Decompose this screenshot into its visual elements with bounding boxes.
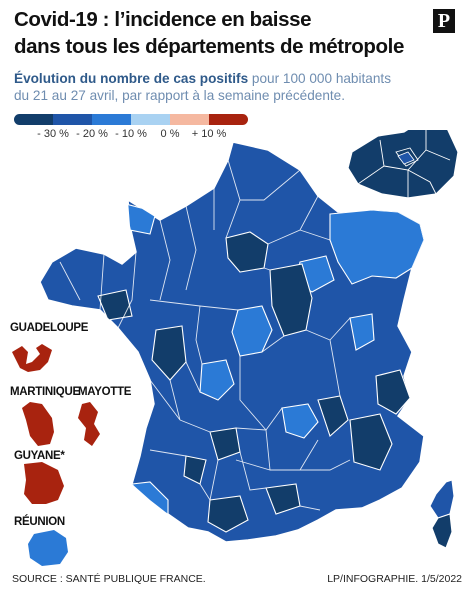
- guadeloupe-label: GUADELOUPE: [10, 322, 89, 334]
- mayotte-label: MAYOTTE: [78, 386, 132, 398]
- corsica: [429, 479, 455, 549]
- department-ariege-dark: [207, 495, 249, 533]
- guadeloupe: [12, 344, 52, 372]
- department-charente-light: [115, 419, 141, 451]
- department-borders: [59, 159, 351, 511]
- title-line-2: dans tous les départements de métropole: [14, 35, 404, 58]
- legend-bar: [14, 114, 248, 125]
- legend-swatch-3: [92, 114, 131, 125]
- legend-label-zero: 0 %: [160, 128, 180, 140]
- paris-department: [397, 151, 415, 165]
- legend-swatch-1: [14, 114, 53, 125]
- subtitle-line-2: du 21 au 27 avril, par rapport à la sema…: [14, 88, 345, 103]
- department-mayenne-dark: [97, 289, 133, 321]
- subtitle-bold: Évolution du nombre de cas positifs: [14, 71, 249, 86]
- department-alpes-dark: [349, 413, 393, 471]
- subtitle-rest: pour 100 000 habitants: [248, 71, 391, 86]
- source-note: SOURCE : SANTÉ PUBLIQUE FRANCE.: [12, 573, 206, 585]
- martinique: [22, 402, 54, 446]
- reunion-label: RÉUNION: [14, 516, 65, 528]
- legend-swatch-4: [131, 114, 170, 125]
- department-massif-light: [199, 359, 235, 401]
- france-outline: [39, 141, 425, 543]
- color-legend: - 30 % - 20 % - 10 % 0 % + 10 %: [14, 114, 248, 144]
- martinique-shape: [22, 402, 54, 446]
- ile-de-france-outline: [347, 130, 459, 199]
- legend-swatch-2: [53, 114, 92, 125]
- guadeloupe-shape: [12, 344, 52, 372]
- legend-swatch-6: [209, 114, 248, 125]
- corsica-south: [431, 513, 453, 549]
- department-doubs-light: [349, 313, 375, 351]
- mainland-france: [39, 141, 425, 543]
- legend-label-minus-20: - 20 %: [76, 128, 108, 140]
- ile-de-france-inset: [347, 130, 459, 199]
- le-parisien-logo: P: [433, 9, 455, 33]
- department-east-light: [329, 209, 424, 285]
- map-subtitle: Évolution du nombre de cas positifs pour…: [14, 70, 464, 104]
- ile-de-france-borders: [357, 130, 451, 198]
- map-title: Covid-19 : l’incidence en baisse dans to…: [14, 6, 414, 60]
- mayotte: [78, 402, 100, 446]
- department-savoie-light: [281, 403, 319, 439]
- department-cher-dark: [151, 325, 187, 381]
- legend-label-minus-10: - 10 %: [115, 128, 147, 140]
- legend-swatch-5: [170, 114, 209, 125]
- guyane: [24, 462, 64, 504]
- martinique-label: MARTINIQUE: [10, 386, 80, 398]
- credit-note: LP/INFOGRAPHIE. 1/5/2022: [327, 573, 462, 585]
- department-ain-dark: [375, 369, 411, 415]
- legend-label-minus-30: - 30 %: [37, 128, 69, 140]
- corsica-north: [429, 479, 455, 519]
- france-departments-map: [12, 130, 459, 566]
- mayotte-shape: [78, 402, 100, 446]
- reunion: [28, 530, 68, 566]
- guyane-label: GUYANE*: [14, 450, 65, 462]
- reunion-shape: [28, 530, 68, 566]
- department-rhone-dark: [317, 395, 349, 437]
- legend-label-plus-10: + 10 %: [191, 128, 227, 140]
- title-line-1: Covid-19 : l’incidence en baisse: [14, 8, 312, 31]
- legend-labels: - 30 % - 20 % - 10 % 0 % + 10 %: [14, 128, 248, 144]
- guyane-shape: [24, 462, 64, 504]
